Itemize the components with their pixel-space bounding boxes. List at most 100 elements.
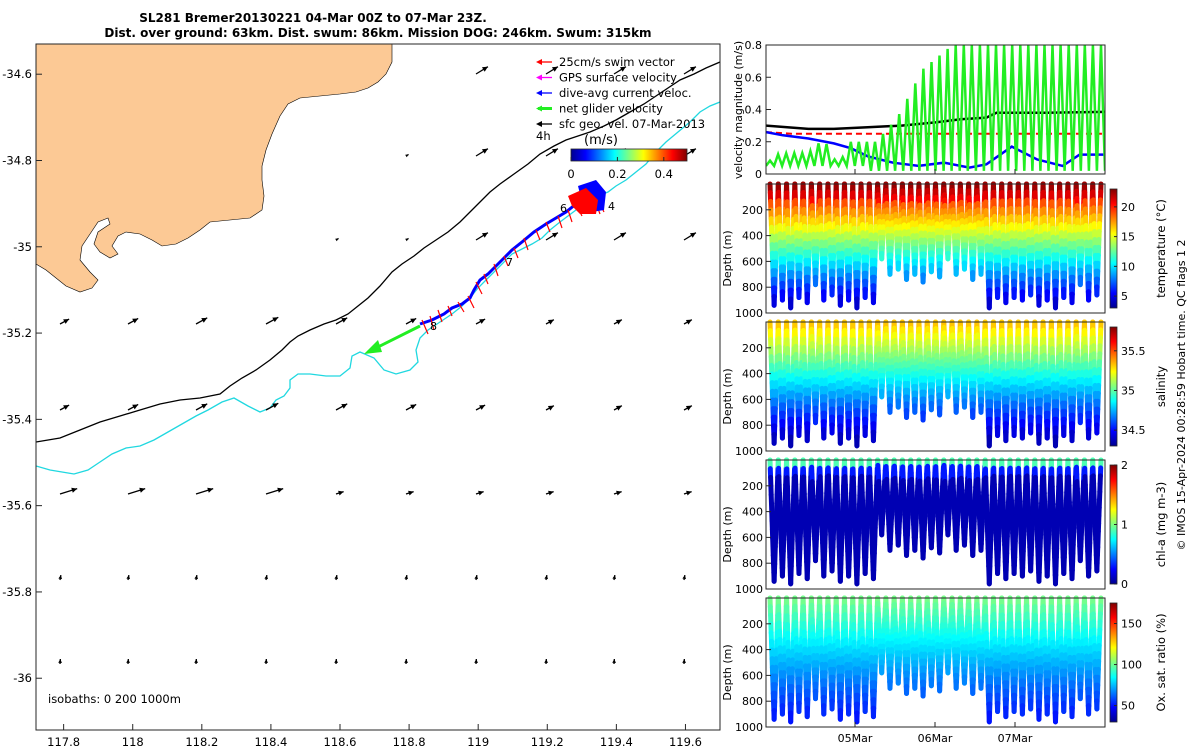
geo-arrow-head [685, 319, 692, 325]
section-axes-box [765, 183, 1106, 314]
map-x-tick-label: 118 [122, 735, 144, 749]
geo-arrow-head [410, 404, 417, 410]
geo-arrow-head [341, 403, 348, 409]
map-y-tick-label: -34.8 [2, 153, 32, 167]
geo-arrow-head [481, 148, 488, 154]
colorbar-tick-label: 0.2 [608, 167, 626, 181]
map-x-tick-label: 118.4 [254, 735, 287, 749]
geo-arrow-head [479, 319, 486, 324]
geo-arrow-head [334, 575, 339, 580]
geo-arrow-head [264, 575, 269, 580]
geo-arrow-head [619, 66, 626, 72]
section-y-tick-label: 1000 [735, 445, 763, 458]
geo-arrow-head [551, 66, 558, 72]
geo-arrow-head [612, 659, 616, 663]
section-colorbar-tick-label: 100 [1121, 659, 1142, 672]
geo-arrow-head [404, 575, 409, 580]
section-colorbar [1109, 188, 1118, 309]
dive-avg-velocity-track [419, 194, 599, 326]
section-y-tick-label: 1000 [735, 721, 763, 734]
section-profiles [767, 457, 1104, 587]
geo-arrow-head [615, 405, 622, 411]
legend-label: net glider velocity [559, 102, 663, 116]
geo-arrow-head [547, 319, 554, 325]
legend-swatch-head [536, 59, 542, 65]
map-x-tick-label: 119.2 [531, 735, 564, 749]
legend-label: 25cm/s swim vector [559, 55, 675, 69]
velocity-y-tick-label: 0.8 [745, 39, 763, 52]
section-colorbar-tick-label: 50 [1121, 700, 1135, 713]
geo-arrow-head [408, 490, 414, 496]
section-colorbar-label: salinity [1154, 366, 1168, 407]
net-glider-velocity-arrowhead [364, 340, 382, 354]
map-y-tick-label: -36 [13, 671, 32, 685]
map-x-tick-label: 118.2 [185, 735, 218, 749]
legend-label: dive-avg current veloc. [559, 86, 692, 100]
section-ylabel: Depth (m) [721, 506, 734, 562]
section-colorbar-tick-label: 5 [1121, 290, 1128, 303]
geo-arrow-head [58, 659, 62, 663]
section-panel: 200 400 600 800 1000 Depth (m) 5 10 15 20 temperat… [721, 181, 1168, 320]
geo-arrow-head [132, 318, 139, 324]
map-x-tick-label: 118.6 [324, 735, 357, 749]
geo-arrow-head [544, 659, 548, 663]
section-y-tick-label: 200 [742, 618, 763, 631]
geo-arrow-head [474, 575, 479, 580]
section-colorbar-tick-label: 1 [1121, 519, 1128, 532]
section-colorbar-label: chl-a (mg m-3) [1154, 482, 1168, 567]
section-y-tick-label: 400 [742, 230, 763, 243]
geo-arrow-head [479, 405, 486, 410]
geo-arrow-head [551, 232, 558, 238]
geo-arrow-head [689, 66, 696, 72]
velocity-ylabel: velocity magnitude (m/s) [732, 41, 745, 179]
geo-arrow-head [410, 318, 417, 324]
geo-arrow-head [612, 575, 617, 580]
map-legend: 25cm/s swim vector GPS surface velocitydi… [536, 55, 705, 131]
map-x-tick-label: 117.8 [47, 735, 80, 749]
section-y-tick-label: 600 [742, 255, 763, 268]
legend-label: sfc geo. vel. 07-Mar-2013 [559, 117, 705, 131]
geo-arrow-head [404, 659, 408, 663]
section-colorbar-tick-label: 150 [1121, 618, 1142, 631]
swim-cluster [568, 188, 598, 214]
section-colorbar-tick-label: 2 [1121, 459, 1128, 472]
legend-extra-4h: 4h [536, 129, 551, 143]
geo-arrow-head [132, 404, 139, 410]
geo-arrow-head [405, 238, 409, 242]
section-x-tick-label: 07Mar [998, 732, 1033, 745]
section-profiles [767, 319, 1104, 449]
section-panel: 200 400 600 800 1000 Depth (m) 50 100 150 Ox. sat… [721, 595, 1168, 745]
geo-arrow-head [272, 317, 279, 323]
velocity-series-line [766, 45, 1105, 171]
velocity-panel: 0 0.2 0.4 0.6 0.8 velocity magnitude (m/s) [732, 39, 1106, 181]
glider-track: 4 6 7 8 [364, 180, 615, 354]
section-panel: 200 400 600 800 1000 Depth (m) 34.5 35 35.5 salin… [721, 319, 1168, 458]
section-x-tick-label: 05Mar [838, 732, 873, 745]
geo-arrow-head [194, 659, 198, 663]
isobath-1000m [36, 101, 720, 475]
geo-arrow-head [338, 490, 344, 496]
geo-arrow-head [615, 319, 622, 325]
map-y-tick-label: -35 [13, 240, 32, 254]
geo-arrow-head [139, 487, 146, 493]
section-colorbar-tick-label: 15 [1121, 231, 1135, 244]
map-y-tick-label: -35.4 [2, 412, 32, 426]
track-label-4: 4 [608, 200, 615, 213]
geo-arrow-head [481, 66, 488, 72]
section-ylabel: Depth (m) [721, 230, 734, 286]
section-colorbar [1109, 602, 1118, 723]
track-label-8: 8 [430, 320, 437, 333]
copyright-note: © IMOS 15-Apr-2024 00:28:59 Hobart time.… [1175, 240, 1188, 551]
section-y-tick-label: 600 [742, 531, 763, 544]
map-panel: 4 6 7 8 117.8 118 118.2 118.4 118.6 118.8 119 1… [2, 43, 721, 749]
velocity-series [766, 45, 1105, 171]
map-x-tick-label: 119 [467, 735, 489, 749]
geo-arrow-head [689, 148, 696, 154]
velocity-y-tick-label: 0.6 [745, 71, 763, 84]
section-colorbar-tick-label: 35.5 [1121, 345, 1146, 358]
map-y-tick-label: -34.6 [2, 67, 32, 81]
legend-label: GPS surface velocity [559, 71, 677, 85]
colorbar-tick-label: 0.4 [655, 167, 673, 181]
speed-colorbar [570, 148, 688, 162]
